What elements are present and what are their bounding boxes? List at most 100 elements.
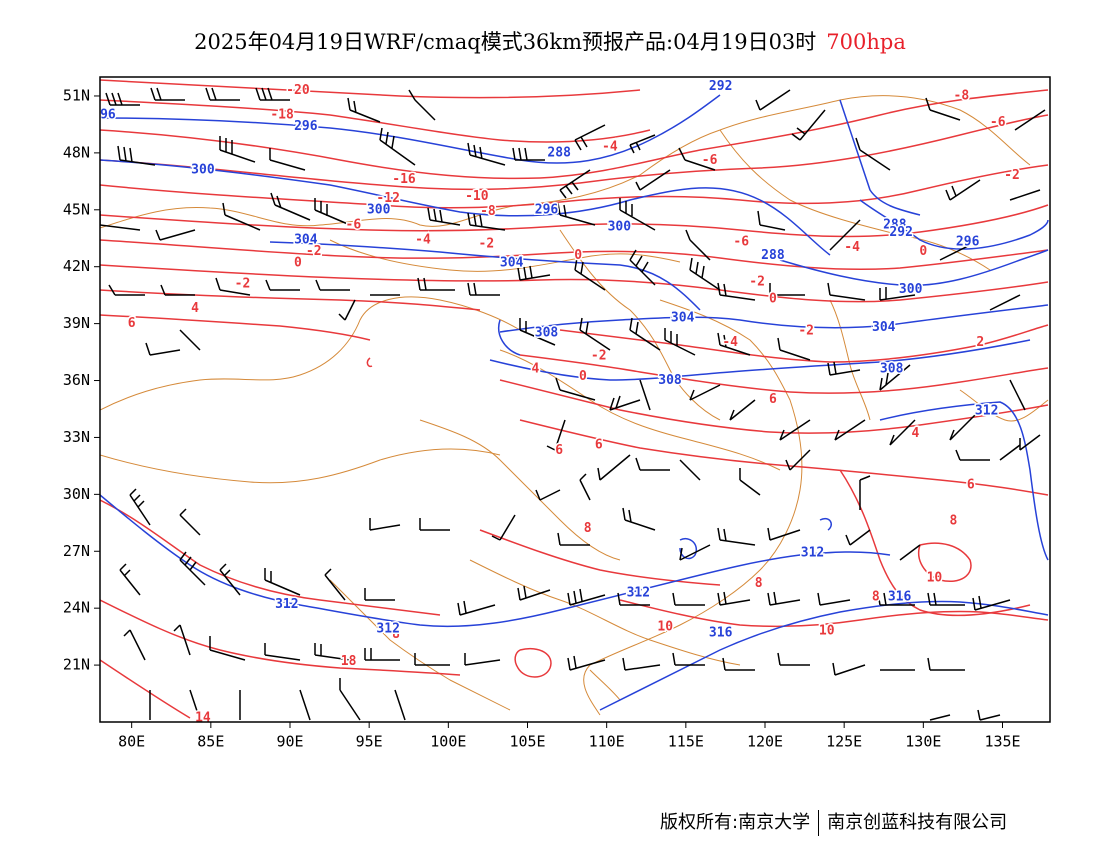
temperature-label: -20 xyxy=(286,83,310,98)
temperature-label: -8 xyxy=(954,88,970,103)
temperature-label: -4 xyxy=(415,233,431,248)
wind-barb xyxy=(189,689,201,721)
wind-barb xyxy=(757,210,786,231)
isotherm xyxy=(100,239,1049,271)
wind-barb xyxy=(559,169,591,199)
wind-barb xyxy=(123,629,146,661)
temperature-label: -2 xyxy=(479,236,495,251)
isotherm xyxy=(100,89,1049,180)
temperature-label: 4 xyxy=(532,362,540,377)
wind-barb xyxy=(119,563,141,596)
border-japan xyxy=(959,389,1049,422)
chart-title: 2025年04月19日WRF/cmaq模式36km预报产品:04月19日03时 7… xyxy=(0,26,1100,56)
border-west xyxy=(100,296,521,411)
height-line xyxy=(599,600,1049,711)
wind-barb xyxy=(977,709,1001,721)
height-label: 296 xyxy=(294,119,318,134)
wind-barb xyxy=(517,265,551,281)
isotherm xyxy=(100,99,651,143)
lat-tick-label: 48N xyxy=(63,143,90,161)
isotherm xyxy=(366,357,373,368)
longitude-axis: 80E 85E 90E 95E 100E 105E 110E 115E 120E 125E 130E… xyxy=(118,733,1020,751)
height-label: 312 xyxy=(627,586,650,601)
wind-barb xyxy=(467,282,500,296)
temperature-label: -10 xyxy=(465,189,489,204)
wind-barb xyxy=(467,212,506,231)
wind-barb xyxy=(678,147,716,171)
height-label: 292 xyxy=(709,79,732,94)
wind-barb xyxy=(314,198,351,226)
isotherm xyxy=(100,114,1049,191)
wind-barb xyxy=(717,591,751,606)
wind-barb xyxy=(817,592,851,606)
wind-barb xyxy=(927,657,965,671)
wind-barb xyxy=(755,89,791,111)
plot-area: -20-18-16-12 -10-8-6-4 -2-20-2460-4-6-8-6-… xyxy=(100,77,1049,726)
wind-barb xyxy=(467,142,506,166)
wind-barb xyxy=(785,449,811,471)
wind-barb xyxy=(635,169,671,191)
wind-barb xyxy=(672,592,705,606)
border-coast xyxy=(583,299,803,716)
wind-barb xyxy=(972,595,1011,611)
lat-tick-label: 33N xyxy=(63,428,90,446)
lon-tick-label: 100E xyxy=(430,733,466,751)
lon-tick-label: 115E xyxy=(668,733,704,751)
border-mongolia-south xyxy=(329,239,681,272)
wind-barb xyxy=(339,678,361,721)
wind-barb xyxy=(767,527,801,541)
temperature-label: -6 xyxy=(733,235,749,250)
height-label: 316 xyxy=(709,625,733,640)
isotherm xyxy=(100,659,191,719)
wind-barb xyxy=(150,87,185,101)
copyright-text: 版权所有:南京大学 xyxy=(660,812,811,833)
title-text: 2025年04月19日WRF/cmaq模式36km预报产品:04月19日03时 xyxy=(194,30,817,54)
wind-barb xyxy=(364,648,400,661)
temperature-label: -18 xyxy=(270,107,294,122)
temperature-label: 14 xyxy=(195,711,211,726)
temperature-label: -2 xyxy=(235,276,251,291)
height-line xyxy=(100,159,831,256)
footer: 版权所有:南京大学 南京创蓝科技有限公司 xyxy=(660,808,1007,838)
wind-barb xyxy=(664,328,696,356)
height-label: 288 xyxy=(883,217,907,232)
isotherm xyxy=(100,314,371,341)
wind-barb xyxy=(427,207,461,226)
temperature-label: -4 xyxy=(602,140,618,155)
wind-barb xyxy=(689,257,721,291)
height-line xyxy=(779,249,1049,287)
temperature-label: -4 xyxy=(844,240,860,255)
wind-barb xyxy=(834,419,866,441)
isotherm xyxy=(619,599,1049,628)
wind-barb xyxy=(672,652,705,666)
temperature-label: 2 xyxy=(976,335,984,350)
temperature-label: 0 xyxy=(574,248,582,263)
lon-tick-label: 85E xyxy=(197,733,224,751)
temperature-label: 10 xyxy=(927,570,943,585)
wind-barb xyxy=(949,414,976,441)
wind-barb xyxy=(324,568,346,601)
lon-tick-label: 80E xyxy=(118,733,145,751)
temperature-label: -8 xyxy=(480,204,496,219)
wind-barb xyxy=(622,507,656,531)
height-label: 300 xyxy=(367,202,391,217)
isotherm xyxy=(100,164,1049,209)
lon-tick-label: 95E xyxy=(356,733,383,751)
wind-barb xyxy=(955,449,990,461)
lat-tick-label: 30N xyxy=(63,485,90,503)
wind-barb xyxy=(315,279,350,291)
isotherm xyxy=(514,648,552,678)
height-contours xyxy=(100,94,1049,711)
wind-barb xyxy=(579,317,611,351)
temperature-label: 8 xyxy=(755,576,763,591)
wind-barb xyxy=(939,244,971,261)
temperature-label: 0 xyxy=(919,244,927,259)
isotherm xyxy=(100,264,1049,303)
height-label: 300 xyxy=(608,219,632,234)
wind-barb xyxy=(255,87,290,101)
isotherm xyxy=(839,469,1031,617)
wind-barb xyxy=(767,591,801,606)
wind-barb xyxy=(512,147,545,161)
lon-tick-label: 125E xyxy=(826,733,862,751)
wind-barb xyxy=(827,282,866,301)
